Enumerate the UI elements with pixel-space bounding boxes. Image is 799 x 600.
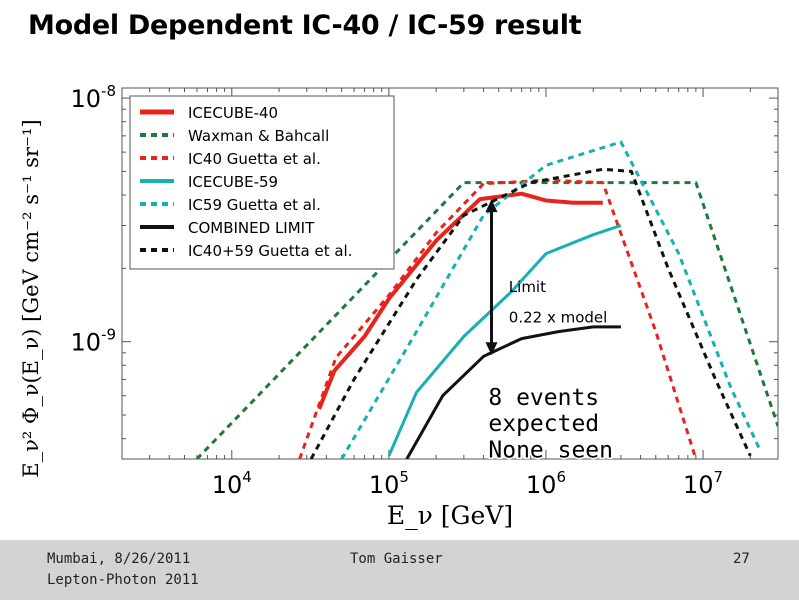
series-ic59-guetta-et-al — [340, 140, 762, 459]
legend-label-icecube-59: ICECUBE-59 — [188, 173, 278, 191]
series-group — [195, 140, 778, 459]
series-combined-limit — [405, 325, 621, 459]
x-tick-labels: 104 105 106 107 — [212, 468, 723, 499]
footer-conference: Lepton-Photon 2011 — [47, 572, 199, 588]
annotation-8-events: 8 events — [488, 385, 599, 411]
x-tick-label: 104 — [212, 468, 252, 499]
y-tick-label: 10-8 — [70, 82, 116, 113]
annotation-none-seen: None seen — [488, 437, 613, 463]
slide-title: Model Dependent IC-40 / IC-59 result — [28, 10, 582, 41]
legend: ICECUBE-40 Waxman & Bahcall IC40 Guetta et… — [129, 95, 395, 270]
annotation-limit: Limit — [509, 278, 546, 296]
series-ic40-guetta-et-al — [298, 178, 698, 459]
legend-label-ic40-guetta-et-al: IC40 Guetta et al. — [188, 150, 321, 168]
y-tick-label: 10-9 — [70, 326, 116, 357]
legend-label-ic59-guetta-et-al: IC59 Guetta et al. — [188, 196, 321, 214]
x-tick-label: 106 — [526, 468, 566, 499]
footer: Mumbai, 8/26/2011 Lepton-Photon 2011 Tom… — [0, 540, 799, 600]
footer-page-number: 27 — [733, 551, 750, 567]
x-tick-label: 107 — [683, 468, 723, 499]
series-icecube-40 — [317, 191, 603, 410]
series-ic40-59-guetta-et-al — [309, 167, 752, 459]
y-tick-labels: 10-9 10-8 — [70, 82, 116, 357]
series-icecube-59 — [387, 224, 622, 457]
footer-location-date: Mumbai, 8/26/2011 — [47, 551, 191, 567]
limit-arrow-head-up — [485, 199, 498, 213]
legend-label-combined-limit: COMBINED LIMIT — [188, 219, 315, 237]
legend-label-ic40-59-guetta-et-al: IC40+59 Guetta et al. — [188, 242, 353, 260]
y-axis-label: E_ν² Φ_ν(E_ν) [GeV cm⁻² s⁻¹ sr⁻¹] — [19, 119, 43, 477]
x-axis-label: E_ν [GeV] — [387, 501, 513, 530]
limit-arrow — [485, 199, 498, 356]
minor-ticks — [121, 88, 779, 459]
annotation-expected: expected — [488, 411, 599, 437]
footer-author: Tom Gaisser — [350, 551, 443, 567]
limit-arrow-head-down — [485, 342, 498, 356]
annotation-0-22-x-model: 0.22 x model — [509, 308, 608, 326]
legend-label-waxman-bahcall: Waxman & Bahcall — [188, 127, 329, 145]
x-tick-label: 105 — [369, 468, 409, 499]
legend-label-icecube-40: ICECUBE-40 — [188, 104, 278, 122]
